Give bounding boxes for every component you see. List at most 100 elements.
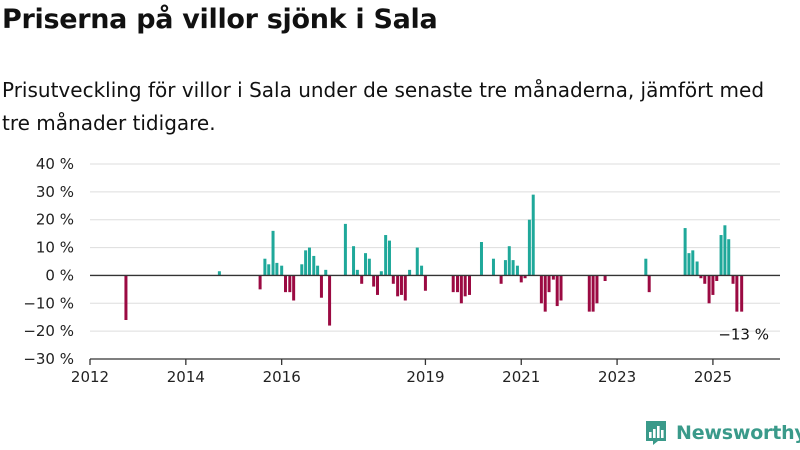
bar-positive <box>324 269 328 276</box>
y-tick-label: 40 % <box>36 155 74 173</box>
bar-negative <box>699 275 703 279</box>
bar-negative <box>463 275 467 297</box>
bar-negative <box>523 275 527 279</box>
bar-positive <box>300 264 304 276</box>
bar-negative <box>587 275 591 312</box>
x-tick-label: 2025 <box>694 368 732 386</box>
bar-positive <box>307 247 311 276</box>
bar-positive <box>415 247 419 276</box>
bar-negative <box>740 275 744 312</box>
bar-positive <box>515 265 519 276</box>
bar-positive <box>387 240 391 276</box>
bar-chart: −30 % −20 % −10 % 0 % 10 % 20 % 30 % 40 % 2012 20… <box>23 155 780 386</box>
chart-logo-icon <box>646 421 666 445</box>
bar-negative <box>451 275 455 293</box>
bar-negative <box>543 275 547 312</box>
bar-negative <box>360 275 364 284</box>
bar-positive <box>355 269 359 276</box>
bar-negative <box>284 275 287 293</box>
bar-negative <box>715 275 719 281</box>
bar-negative <box>399 275 403 295</box>
bar-positive <box>271 230 275 276</box>
bar-negative <box>707 275 711 304</box>
bar-positive <box>304 250 308 276</box>
bar-negative <box>459 275 463 304</box>
bar-negative <box>376 275 379 295</box>
bar-positive <box>527 219 531 276</box>
bar-positive <box>280 265 284 276</box>
bar-negative <box>423 275 427 291</box>
bar-positive <box>507 246 511 276</box>
bar-negative <box>258 275 262 290</box>
bar-negative <box>519 275 523 283</box>
axes <box>89 274 780 365</box>
y-tick-label: 20 % <box>36 211 74 229</box>
bar-negative <box>595 275 599 304</box>
x-tick-label: 2012 <box>71 368 109 386</box>
bar-negative <box>319 275 323 298</box>
bar-positive <box>719 235 723 276</box>
bar-negative <box>591 275 595 312</box>
bar-negative <box>124 275 128 320</box>
bar-negative <box>703 275 707 284</box>
bar-negative <box>731 275 735 284</box>
bar-negative <box>288 275 292 293</box>
bar-negative <box>735 275 739 312</box>
x-tick-label: 2016 <box>263 368 301 386</box>
bar-positive <box>503 260 507 276</box>
x-tick-label: 2014 <box>167 368 205 386</box>
bar-negative <box>328 275 332 326</box>
bar-positive <box>491 258 495 276</box>
chart-title: Priserna på villor sjönk i Sala <box>2 4 438 35</box>
tick-labels: −30 % −20 % −10 % 0 % 10 % 20 % 30 % 40 % 2012 20… <box>23 155 732 386</box>
bars <box>124 194 744 326</box>
bar-negative <box>603 275 607 281</box>
bar-negative <box>391 275 395 284</box>
bar-positive <box>687 253 691 276</box>
y-tick-label: −10 % <box>23 294 74 312</box>
bar-negative <box>468 275 471 295</box>
bar-positive <box>364 253 368 276</box>
x-tick-label: 2021 <box>502 368 540 386</box>
bar-negative <box>555 275 559 307</box>
bar-negative <box>559 275 563 301</box>
brand-name: Newsworthy <box>676 422 800 444</box>
bar-positive <box>384 235 388 276</box>
bar-positive <box>727 239 731 276</box>
bar-positive <box>312 255 316 276</box>
bar-positive <box>691 250 695 276</box>
bar-negative <box>499 275 503 284</box>
bar-positive <box>723 225 727 276</box>
bar-positive <box>217 271 221 276</box>
bar-negative <box>647 275 651 293</box>
bar-positive <box>316 265 320 276</box>
bar-positive <box>511 260 515 276</box>
bar-positive <box>275 262 279 276</box>
bar-negative <box>551 275 555 280</box>
bar-positive <box>420 265 424 276</box>
bar-positive <box>267 264 271 276</box>
last-value-label: −13 % <box>718 326 769 344</box>
bar-positive <box>479 242 483 276</box>
brand-logo: Newsworthy <box>644 420 800 446</box>
bar-positive <box>644 258 648 276</box>
bar-negative <box>372 275 376 287</box>
bar-positive <box>683 228 687 276</box>
chart-subtitle: Prisutveckling för villor i Sala under d… <box>2 78 765 135</box>
bar-positive <box>695 261 699 276</box>
bar-negative <box>539 275 543 304</box>
bar-negative <box>292 275 296 301</box>
bar-negative <box>456 275 460 293</box>
y-tick-label: 10 % <box>36 239 74 257</box>
bar-positive <box>352 246 356 276</box>
bar-positive <box>531 194 535 276</box>
y-tick-label: −20 % <box>23 322 74 340</box>
bar-negative <box>403 275 407 301</box>
bar-positive <box>367 258 371 276</box>
y-tick-label: −30 % <box>23 350 74 368</box>
x-tick-label: 2019 <box>406 368 444 386</box>
y-tick-label: 0 % <box>45 266 74 284</box>
x-tick-label: 2023 <box>598 368 636 386</box>
bar-negative <box>547 275 551 293</box>
gridlines <box>90 163 780 332</box>
